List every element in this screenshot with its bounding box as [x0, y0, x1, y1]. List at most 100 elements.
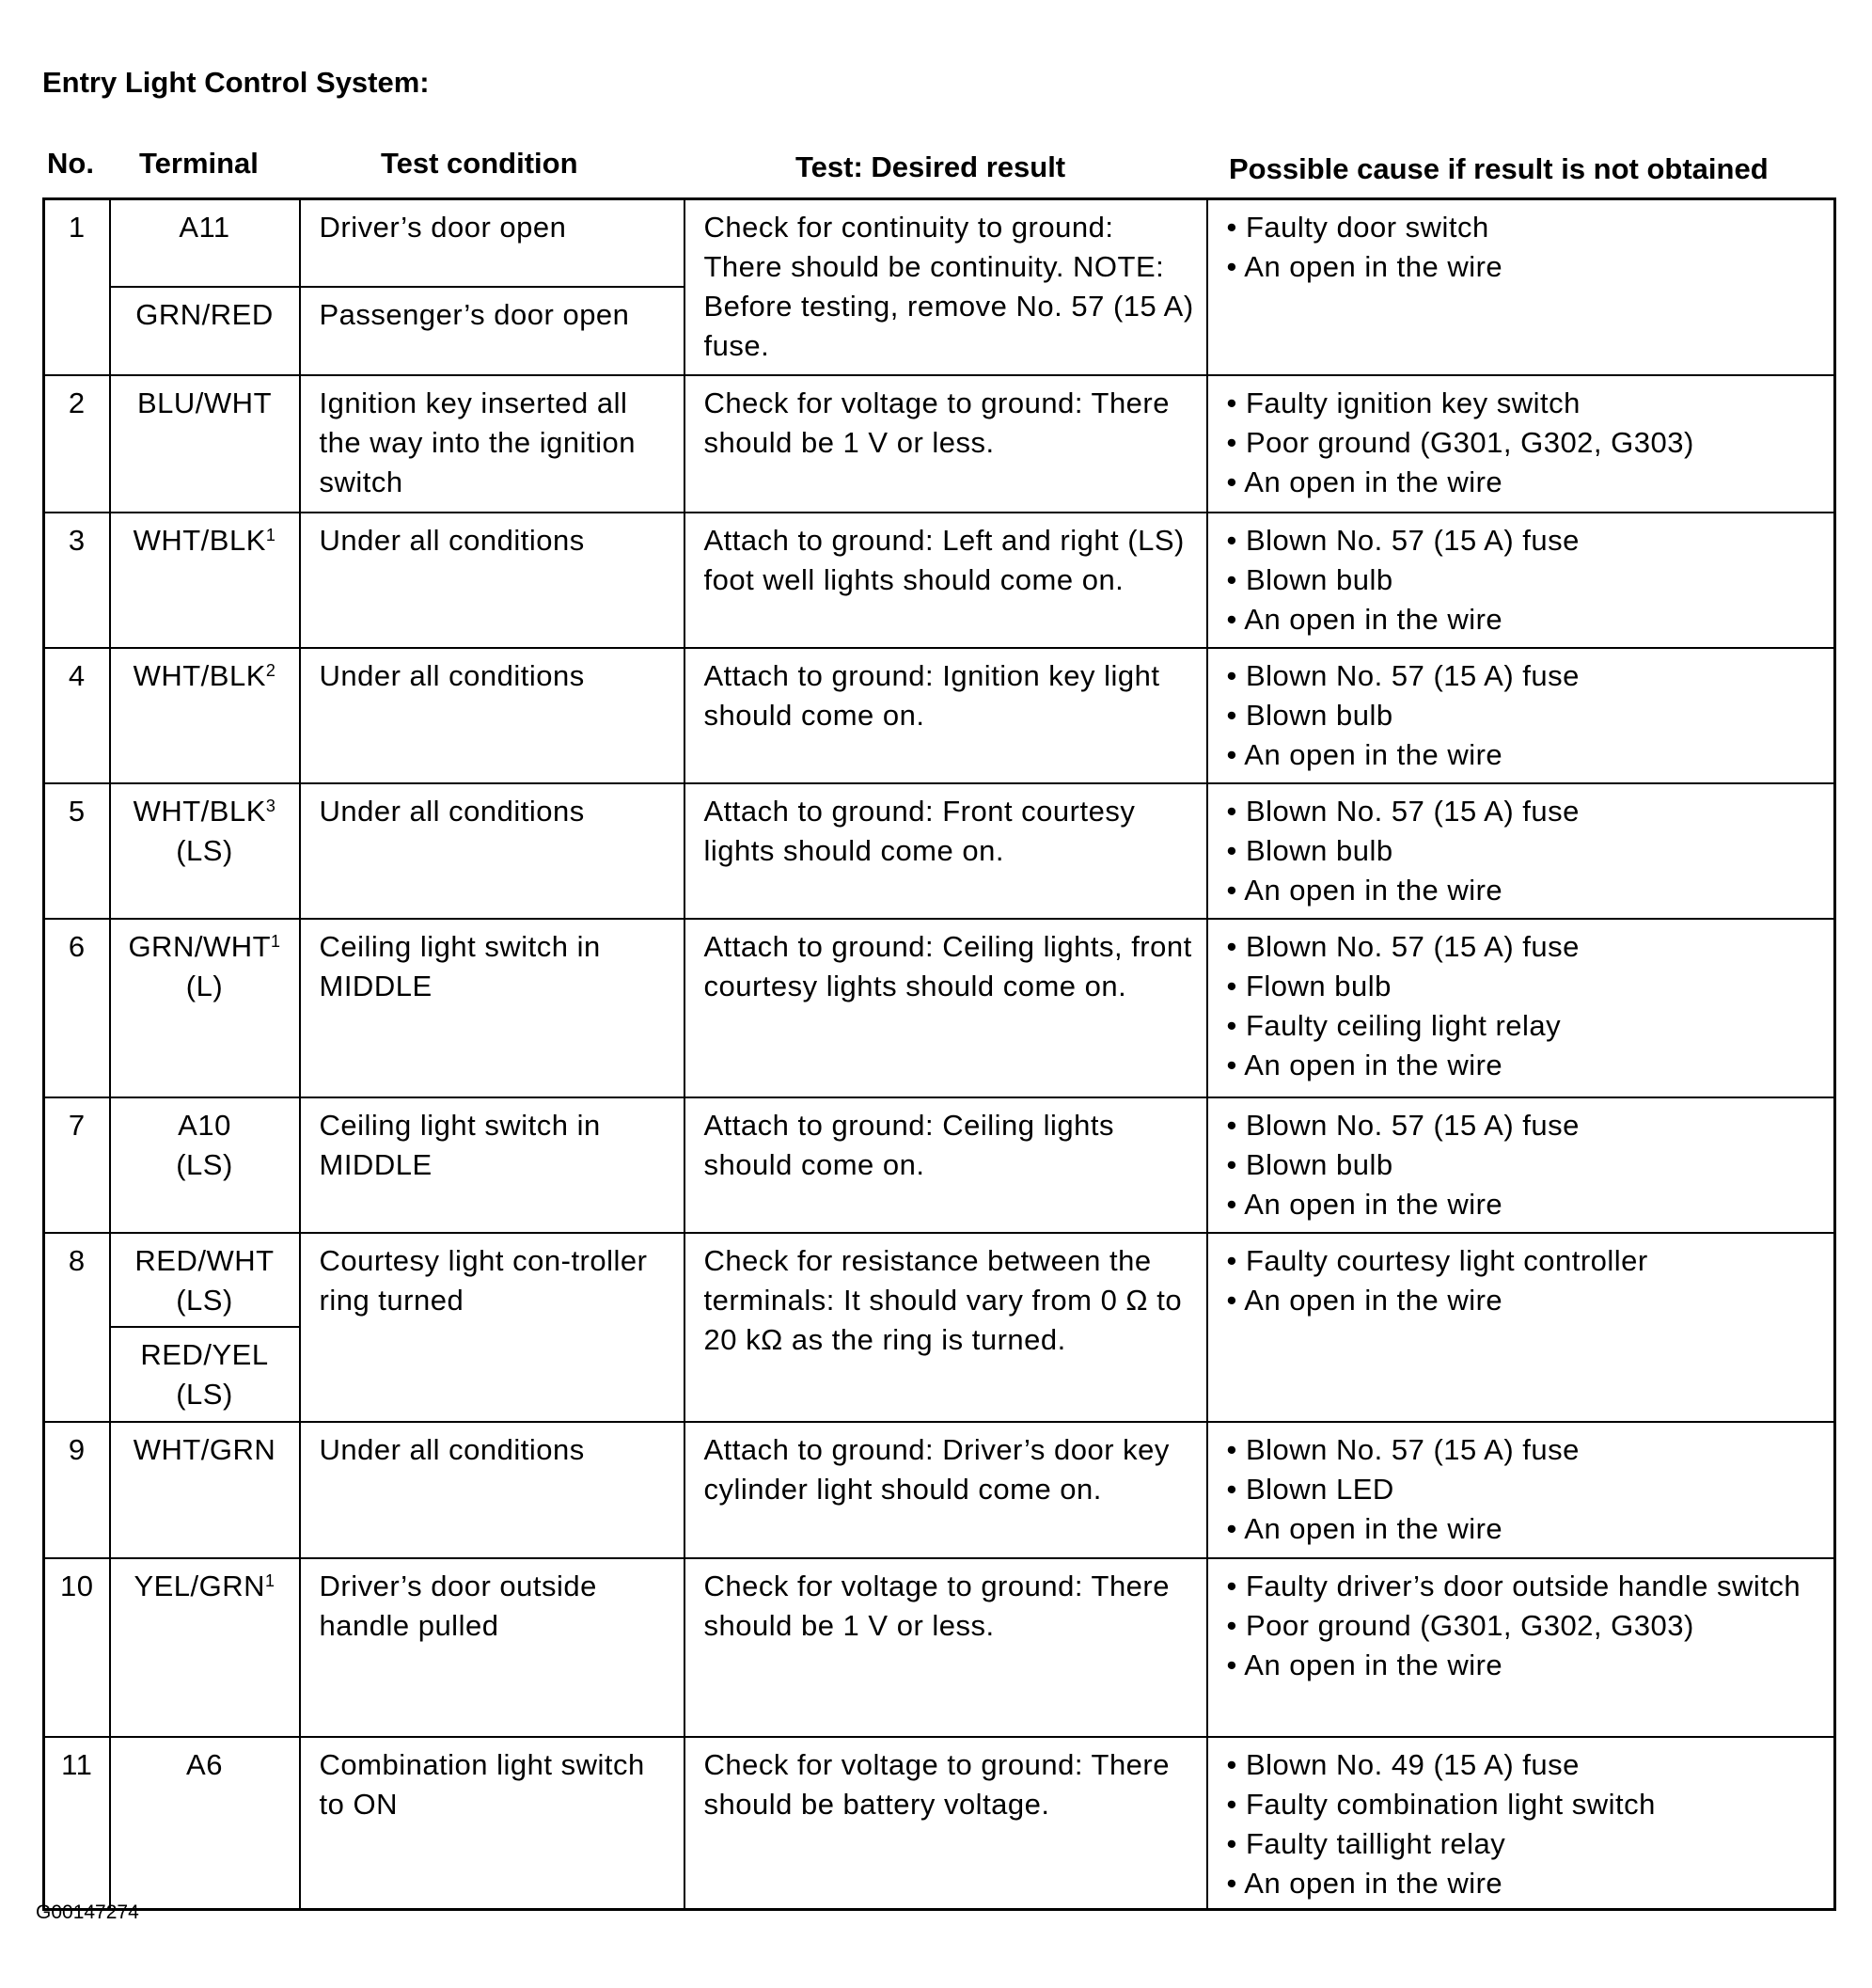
table-row: 9 WHT/GRN Under all conditions Attach to gr…	[42, 1420, 1836, 1559]
terminal-cell: WHT/BLK1	[108, 511, 301, 649]
cause-item: • Blown bulb	[1226, 562, 1393, 596]
cause-text: Faulty ceiling light relay	[1245, 1008, 1562, 1042]
cause-text: Poor ground (G301, G302, G303)	[1245, 1608, 1694, 1642]
desired-result: Attach to ground: Left and right (LS) fo…	[683, 511, 1208, 649]
cause-text: Faulty ignition key switch	[1245, 386, 1581, 419]
cause-item: • Faulty courtesy light controller	[1226, 1243, 1648, 1277]
row-number: 6	[42, 917, 111, 1098]
cause-text: Faulty taillight relay	[1245, 1826, 1506, 1860]
cause-text: An open in the wire	[1244, 1648, 1503, 1681]
terminal-code: YEL/GRN	[134, 1569, 266, 1602]
table-subrow: GRN/RED Passenger’s door open	[44, 286, 1835, 376]
test-condition: Under all conditions	[298, 781, 685, 920]
cause-item: • Faulty driver’s door outside handle sw…	[1226, 1569, 1801, 1602]
terminal-code: BLU/WHT	[137, 386, 272, 419]
terminal-code: GRN/RED	[135, 298, 274, 331]
terminal-code: A6	[186, 1747, 223, 1781]
cause-text: Blown No. 57 (15 A) fuse	[1245, 929, 1580, 963]
cause-item: • An open in the wire	[1226, 873, 1503, 907]
cause-item: • An open in the wire	[1226, 465, 1503, 498]
cause-text: Blown No. 57 (15 A) fuse	[1245, 1432, 1580, 1466]
desired-result: Check for continuity to ground: There sh…	[683, 197, 1208, 376]
test-condition: Driver’s door open	[298, 197, 685, 288]
desired-result: Check for voltage to ground: There shoul…	[683, 1735, 1208, 1911]
cause-text: Poor ground (G301, G302, G303)	[1245, 425, 1694, 459]
table-row: 4 WHT/BLK2 Under all conditions Attach to g…	[42, 646, 1836, 784]
test-condition: Courtesy light con-troller ring turned	[298, 1231, 685, 1423]
terminal-code: RED/YEL	[140, 1338, 269, 1371]
test-condition: Under all conditions	[298, 646, 685, 784]
cause-text: An open in the wire	[1244, 873, 1503, 907]
cause-text: An open in the wire	[1244, 250, 1503, 283]
cause-text: Blown No. 57 (15 A) fuse	[1245, 1108, 1580, 1142]
terminal-footnote: 3	[265, 796, 276, 815]
cause-item: • Blown No. 57 (15 A) fuse	[1226, 1108, 1580, 1142]
terminal-name: WHT/BLK2	[115, 656, 295, 696]
page-title: Entry Light Control System:	[42, 66, 430, 99]
cause-text: Blown No. 57 (15 A) fuse	[1245, 794, 1580, 828]
cause-item: • An open in the wire	[1226, 1866, 1503, 1900]
row-number: 3	[42, 511, 111, 649]
terminal-code: WHT/GRN	[133, 1432, 276, 1466]
terminal-cell: WHT/BLK2	[108, 646, 301, 784]
table-row: 1 A11 Driver’s door open Check for continui…	[42, 197, 1836, 376]
terminal-name: WHT/BLK1	[115, 521, 295, 560]
cause-text: Blown LED	[1245, 1472, 1394, 1506]
terminal-cell: WHT/BLK3 (LS)	[108, 781, 301, 920]
terminal-name: A11	[115, 208, 295, 247]
possible-causes: • Blown No. 57 (15 A) fuse • Blown bulb • …	[1205, 781, 1836, 920]
cause-item: • Blown No. 57 (15 A) fuse	[1226, 1432, 1580, 1466]
header-test-condition: Test condition	[381, 147, 578, 180]
cause-item: • Blown No. 57 (15 A) fuse	[1226, 794, 1580, 828]
cause-item: • An open in the wire	[1226, 250, 1503, 283]
cause-item: • Blown No. 49 (15 A) fuse	[1226, 1747, 1580, 1781]
cause-item: • An open in the wire	[1226, 737, 1503, 771]
cause-item: • An open in the wire	[1226, 1048, 1503, 1081]
test-condition: Ceiling light switch in MIDDLE	[298, 917, 685, 1098]
cause-text: Flown bulb	[1245, 969, 1392, 1002]
row-number: 8	[42, 1231, 111, 1423]
table-row: 5 WHT/BLK3 (LS) Under all conditions Attach …	[42, 781, 1836, 920]
terminal-location: (LS)	[176, 1147, 233, 1181]
possible-causes: • Faulty door switch • An open in the wir…	[1205, 197, 1836, 376]
row-number: 5	[42, 781, 111, 920]
cause-text: An open in the wire	[1244, 465, 1503, 498]
desired-result: Attach to ground: Ceiling lights, front …	[683, 917, 1208, 1098]
desired-result: Attach to ground: Ignition key light sho…	[683, 646, 1208, 784]
figure-code: G00147274	[36, 1901, 139, 1923]
table-row: 3 WHT/BLK1 Under all conditions Attach to g…	[42, 511, 1836, 649]
cause-item: • An open in the wire	[1226, 1283, 1503, 1317]
terminal-cell: A11	[108, 197, 301, 288]
possible-causes: • Blown No. 57 (15 A) fuse • Flown bulb • …	[1205, 917, 1836, 1098]
row-number: 1	[42, 197, 111, 376]
possible-causes: • Blown No. 57 (15 A) fuse • Blown bulb • …	[1205, 1096, 1836, 1234]
possible-causes: • Blown No. 57 (15 A) fuse • Blown LED • A…	[1205, 1420, 1836, 1559]
cause-item: • Faulty combination light switch	[1226, 1787, 1656, 1821]
test-condition: Ceiling light switch in MIDDLE	[298, 1096, 685, 1234]
terminal-cell: GRN/WHT1 (L)	[108, 917, 301, 1098]
terminal-footnote: 1	[265, 1570, 275, 1590]
test-table: 1 A11 Driver’s door open Check for continui…	[42, 197, 1836, 1911]
terminal-location: (LS)	[176, 833, 233, 867]
cause-item: • Flown bulb	[1226, 969, 1392, 1002]
cause-item: • Faulty taillight relay	[1226, 1826, 1506, 1860]
table-subrow: RED/YEL (LS)	[44, 1326, 1835, 1423]
cause-text: Blown No. 57 (15 A) fuse	[1245, 658, 1580, 692]
row-number: 11	[42, 1735, 111, 1911]
terminal-cell: BLU/WHT	[108, 373, 301, 513]
table-row: 10 YEL/GRN1 Driver’s door outside handle p…	[42, 1556, 1836, 1738]
terminal-footnote: 2	[265, 660, 276, 680]
terminal-name: GRN/RED	[115, 295, 295, 335]
terminal-location: (LS)	[176, 1378, 233, 1411]
desired-result: Check for voltage to ground: There shoul…	[683, 373, 1208, 513]
terminal-name: A6	[115, 1745, 295, 1785]
terminal-cell: YEL/GRN1	[108, 1556, 301, 1738]
terminal-name: WHT/BLK3	[115, 792, 295, 831]
desired-result: Attach to ground: Front courtesy lights …	[683, 781, 1208, 920]
cause-text: Blown No. 49 (15 A) fuse	[1245, 1747, 1580, 1781]
cause-item: • Faulty ignition key switch	[1226, 386, 1581, 419]
possible-causes: • Faulty driver’s door outside handle sw…	[1205, 1556, 1836, 1738]
header-no: No.	[47, 147, 94, 180]
header-terminal: Terminal	[139, 147, 259, 180]
table-row: 2 BLU/WHT Ignition key inserted all the wa…	[42, 373, 1836, 513]
